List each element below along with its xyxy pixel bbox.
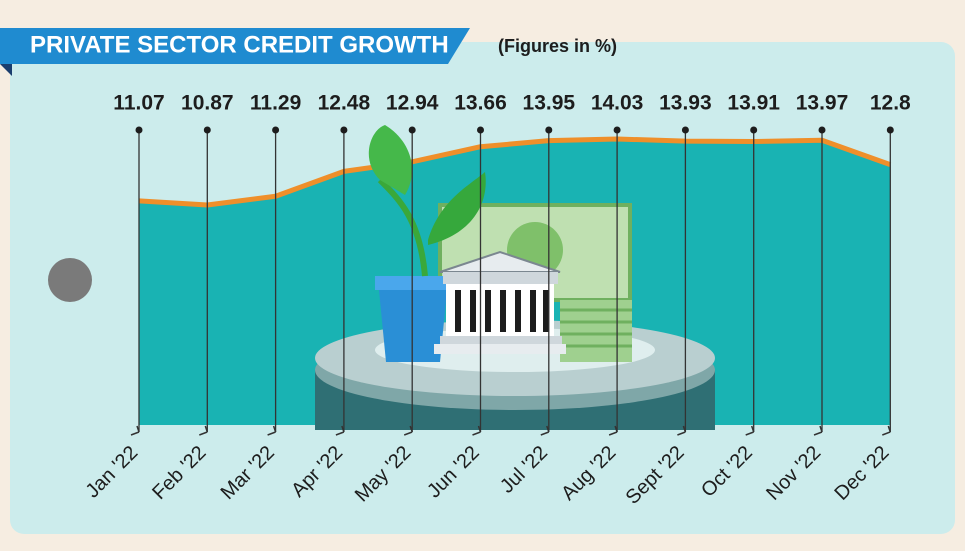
leader-arrow — [540, 425, 550, 436]
value-label: 11.07 — [113, 92, 164, 115]
chart-subtitle: (Figures in %) — [498, 36, 617, 56]
point — [750, 126, 758, 134]
value-label: 13.66 — [454, 92, 507, 115]
leader-arrow — [608, 425, 618, 436]
point — [477, 126, 484, 134]
point — [272, 126, 280, 134]
leader-arrow — [130, 425, 140, 436]
leader-arrow — [472, 425, 482, 436]
point — [886, 126, 894, 134]
leader-arrow — [335, 425, 345, 436]
value-label: 13.93 — [659, 92, 712, 115]
point — [340, 126, 348, 134]
leader-arrow — [745, 425, 755, 436]
chart-title: PRIVATE SECTOR CREDIT GROWTH — [30, 31, 449, 58]
point — [818, 126, 826, 134]
leader-arrow — [677, 425, 687, 436]
point — [681, 126, 689, 134]
leader-arrow — [403, 425, 413, 436]
value-label: 13.91 — [727, 92, 780, 115]
value-label: 10.87 — [181, 92, 234, 115]
value-label: 13.95 — [523, 92, 576, 115]
leader-arrow — [199, 425, 209, 436]
leader-arrow — [813, 425, 823, 436]
value-label: 11.29 — [250, 92, 301, 115]
banner-fold — [0, 64, 12, 76]
leader-arrow — [267, 425, 277, 436]
point — [135, 126, 143, 134]
point — [545, 126, 553, 134]
leader-arrow — [882, 425, 892, 436]
title-banner — [0, 28, 470, 64]
point — [408, 126, 416, 134]
illustration — [48, 125, 715, 430]
value-label: 12.48 — [318, 92, 371, 115]
value-label: 12.8 — [870, 92, 911, 115]
line — [138, 136, 892, 208]
value-label: 12.94 — [386, 92, 439, 115]
point — [613, 126, 621, 134]
value-label: 13.97 — [796, 92, 849, 115]
value-label: 14.03 — [591, 92, 644, 115]
point — [203, 126, 211, 134]
